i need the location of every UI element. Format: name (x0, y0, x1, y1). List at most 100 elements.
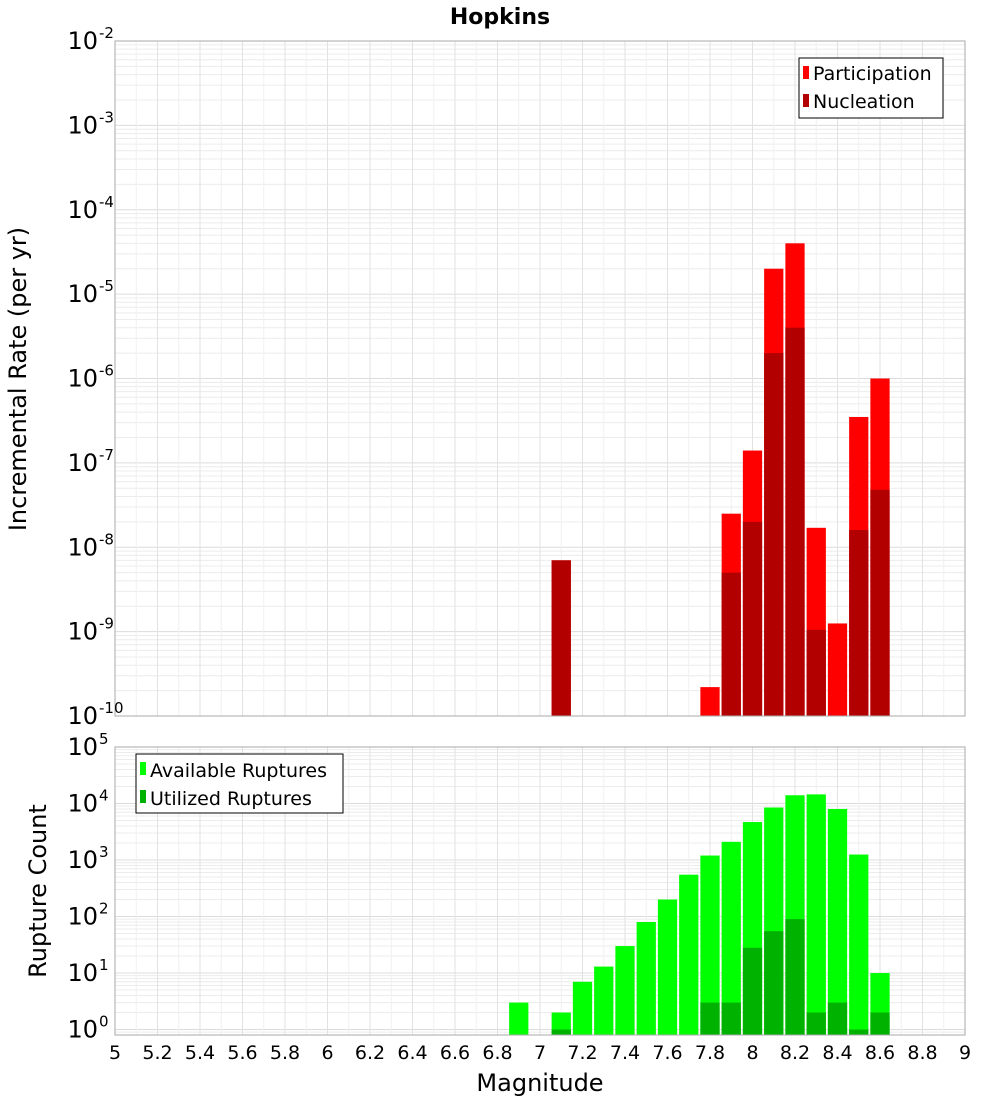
top-y-tick-exponent: -9 (99, 615, 114, 633)
x-tick-label: 6 (321, 1042, 333, 1064)
bottom-bar-utilized-ruptures (721, 1002, 741, 1035)
top-y-tick-exponent: -8 (99, 530, 114, 548)
x-tick-label: 6.8 (482, 1042, 512, 1064)
top-y-tick-exponent: -3 (99, 108, 114, 126)
legend-participation-swatch (803, 66, 809, 79)
legend-available-swatch (140, 762, 146, 775)
bottom-bar-available-ruptures (636, 921, 656, 1035)
bottom-bar-utilized-ruptures (806, 1012, 826, 1035)
legend-utilized-label: Utilized Ruptures (150, 788, 312, 810)
bottom-bar-available-ruptures (700, 855, 720, 1035)
legend-nucleation-swatch (803, 94, 809, 107)
top-y-tick-base: 10 (67, 196, 98, 224)
top-y-tick-base: 10 (67, 702, 98, 730)
bottom-bar-utilized-ruptures (551, 1029, 571, 1035)
x-tick-label: 7 (534, 1042, 546, 1064)
top-y-tick-exponent: -10 (99, 699, 124, 717)
legend-available-label: Available Ruptures (150, 760, 327, 782)
top-y-tick-base: 10 (67, 449, 98, 477)
top-bar-nucleation (806, 629, 826, 716)
bottom-bar-available-ruptures (721, 841, 741, 1035)
bottom-bar-available-ruptures (806, 794, 826, 1035)
bottom-y-tick-base: 10 (67, 903, 98, 931)
bottom-legend: Available Ruptures Utilized Ruptures (135, 753, 344, 814)
top-y-tick-base: 10 (67, 280, 98, 308)
x-tick-label: 6.6 (440, 1042, 470, 1064)
x-tick-label: 7.6 (652, 1042, 682, 1064)
x-tick-label: 8 (746, 1042, 758, 1064)
top-bar-nucleation (742, 521, 763, 716)
legend-participation-label: Participation (813, 63, 932, 85)
bottom-y-tick-base: 10 (67, 959, 98, 987)
bottom-y-tick-base: 10 (67, 846, 98, 874)
bottom-bar-available-ruptures (679, 874, 699, 1035)
x-tick-label: 5.4 (185, 1042, 215, 1064)
bottom-bars (509, 794, 890, 1035)
bottom-bar-utilized-ruptures (827, 1002, 848, 1035)
top-y-tick-exponent: -7 (99, 446, 114, 464)
top-y-tick-base: 10 (67, 533, 98, 561)
top-y-tick-base: 10 (67, 27, 98, 55)
bottom-y-axis-label: Rupture Count (24, 804, 52, 978)
bottom-legend-box (135, 753, 344, 814)
x-tick-label: 8.8 (907, 1042, 937, 1064)
x-tick-label: 8.6 (865, 1042, 895, 1064)
x-tick-label: 6.4 (397, 1042, 427, 1064)
top-y-tick-exponent: -6 (99, 362, 114, 380)
bottom-bar-available-ruptures (849, 854, 869, 1035)
x-tick-labels: 5 5.2 5.4 5.6 5.8 6 6.2 6.4 6.6 6.8 7 7.2 7.4 7.6 7.8 8… (109, 1042, 971, 1064)
legend-utilized-swatch (140, 790, 146, 803)
top-grid (114, 40, 966, 717)
x-tick-label: 5.6 (227, 1042, 257, 1064)
bottom-y-tick-exponent: 2 (99, 900, 109, 918)
top-bars (551, 243, 890, 717)
top-bar-nucleation (721, 572, 741, 716)
x-tick-label: 5.8 (270, 1042, 300, 1064)
top-y-tick-base: 10 (67, 111, 98, 139)
bottom-bar-available-ruptures (827, 808, 848, 1035)
top-y-tick-base: 10 (67, 365, 98, 393)
bottom-y-tick-base: 10 (67, 790, 98, 818)
bottom-bar-available-ruptures (509, 1002, 529, 1035)
bottom-bar-utilized-ruptures (764, 931, 784, 1035)
bottom-bar-utilized-ruptures (849, 1029, 869, 1035)
top-y-tick-exponent: -5 (99, 277, 114, 295)
bottom-y-tick-exponent: 1 (99, 956, 109, 974)
bottom-bar-utilized-ruptures (742, 947, 763, 1035)
top-bar-participation (700, 687, 720, 716)
x-tick-label: 8.2 (780, 1042, 810, 1064)
bottom-y-tick-exponent: 0 (99, 1013, 109, 1031)
bottom-y-tick-base: 10 (67, 1016, 98, 1044)
x-tick-label: 7.8 (695, 1042, 725, 1064)
x-tick-label: 7.4 (610, 1042, 640, 1064)
bottom-bar-available-ruptures (615, 946, 635, 1035)
top-bar-nucleation (849, 530, 869, 716)
top-plot-border (114, 40, 966, 717)
chart-title: Hopkins (450, 5, 550, 30)
bottom-bar-available-ruptures (572, 981, 593, 1035)
legend-nucleation-label: Nucleation (813, 91, 915, 113)
top-bar-nucleation (785, 327, 805, 716)
top-bar-nucleation (764, 353, 784, 716)
top-legend: Participation Nucleation (798, 57, 944, 119)
x-tick-label: 5 (109, 1042, 121, 1064)
top-y-tick-base: 10 (67, 618, 98, 646)
top-y-tick-exponent: -2 (99, 24, 114, 42)
x-tick-label: 6.2 (355, 1042, 385, 1064)
x-tick-label: 8.4 (822, 1042, 852, 1064)
top-bar-nucleation (870, 489, 890, 716)
x-tick-label: 9 (959, 1042, 971, 1064)
bottom-bar-available-ruptures (657, 899, 678, 1035)
bottom-plot-border (114, 746, 966, 1036)
top-bar-participation (827, 623, 848, 716)
bottom-y-tick-base: 10 (67, 733, 98, 761)
bottom-bar-utilized-ruptures (785, 919, 805, 1035)
bottom-y-tick-exponent: 4 (99, 787, 109, 805)
x-tick-label: 5.2 (142, 1042, 172, 1064)
bottom-bar-available-ruptures (551, 1012, 571, 1035)
top-y-tick-exponent: -4 (99, 193, 114, 211)
